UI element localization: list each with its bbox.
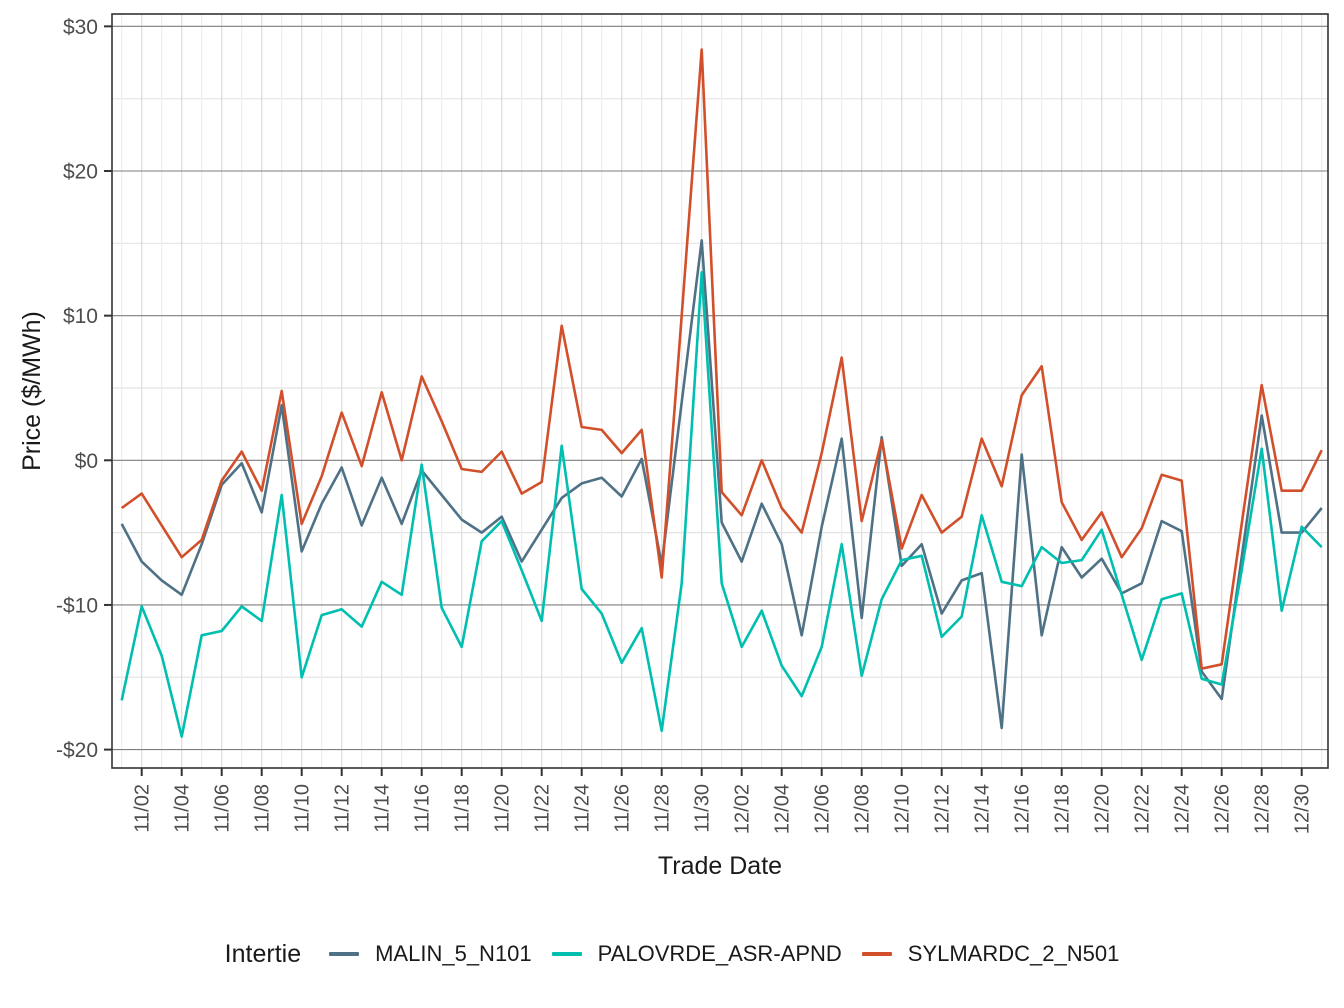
- x-tick-label: 12/16: [1012, 784, 1034, 834]
- y-tick-label: $30: [63, 16, 98, 39]
- x-tick-label: 12/10: [892, 784, 914, 834]
- x-tick-label: 12/28: [1252, 784, 1274, 834]
- x-tick-label: 12/18: [1052, 784, 1074, 834]
- x-tick-label: 12/20: [1092, 784, 1114, 834]
- x-tick-label: 12/14: [972, 784, 994, 834]
- x-tick-label: 12/02: [732, 784, 754, 834]
- x-tick-label: 11/12: [332, 784, 354, 833]
- sylmardc-line-key-icon: [861, 952, 892, 956]
- x-tick-label: 11/24: [572, 784, 594, 833]
- x-tick-label: 12/24: [1172, 784, 1194, 834]
- legend-title: Intertie: [224, 939, 302, 968]
- y-tick-label: $20: [63, 161, 98, 184]
- x-tick-label: 11/14: [372, 784, 394, 833]
- x-tick-label: 11/18: [452, 784, 474, 833]
- x-tick-label: 11/26: [612, 784, 634, 833]
- x-axis-tick-labels: 11/02 11/04 11/06 11/08 11/10 11/12 11/14 11/16…: [132, 784, 1314, 834]
- line-PALOVRDE_ASR-APND: [120, 270, 1323, 738]
- series-line-PALOVRDE_ASR-APND: [120, 270, 1323, 738]
- x-tick-label: 12/30: [1292, 784, 1314, 834]
- x-tick-label: 11/22: [532, 784, 554, 833]
- line-SYLMARDC_2_N501: [120, 48, 1323, 670]
- legend-label-malin: MALIN_5_N101: [375, 941, 532, 966]
- legend-entry-malin: MALIN_5_N101: [329, 941, 532, 967]
- y-tick-label: $0: [75, 450, 98, 473]
- legend-label-palovrde: PALOVRDE_ASR-APND: [597, 941, 842, 966]
- y-axis-tick-labels: $30 $20 $10 $0 -$10 -$20: [56, 16, 98, 762]
- y-axis-title: Price ($/MWh): [18, 311, 46, 471]
- h-major-gridlines: [112, 25, 1328, 751]
- y-tick-label: -$20: [56, 739, 98, 762]
- panel-border: [111, 13, 1329, 769]
- legend-label-sylmardc: SYLMARDC_2_N501: [907, 941, 1120, 966]
- x-tick-label: 11/16: [412, 784, 434, 833]
- x-tick-label: 12/12: [932, 784, 954, 834]
- axis-tick-marks: [104, 25, 1303, 776]
- x-tick-label: 12/26: [1212, 784, 1234, 834]
- x-tick-label: 11/08: [252, 784, 274, 833]
- x-tick-label: 12/08: [852, 784, 874, 834]
- x-tick-label: 12/22: [1132, 784, 1154, 834]
- h-minor-gridlines: [112, 98, 1328, 678]
- series-line-SYLMARDC_2_N501: [120, 48, 1323, 670]
- x-tick-label: 11/30: [692, 784, 714, 833]
- x-axis-title: Trade Date: [657, 852, 783, 880]
- x-tick-label: 11/04: [172, 784, 194, 833]
- x-tick-label: 11/10: [292, 784, 314, 833]
- malin-line-key-icon: [329, 952, 360, 956]
- palovrde-line-key-icon: [551, 952, 582, 956]
- x-tick-label: 11/28: [652, 784, 674, 833]
- x-tick-label: 11/20: [492, 784, 514, 833]
- y-tick-label: -$10: [56, 594, 98, 617]
- legend: Intertie MALIN_5_N101 PALOVRDE_ASR-APND …: [0, 936, 1344, 972]
- legend-entry-sylmardc: SYLMARDC_2_N501: [861, 941, 1120, 967]
- legend-entry-palovrde: PALOVRDE_ASR-APND: [551, 941, 842, 967]
- x-tick-label: 12/06: [812, 784, 834, 834]
- x-tick-label: 12/04: [772, 784, 794, 834]
- y-tick-label: $10: [63, 305, 98, 328]
- v-minor-gridlines: [121, 14, 1323, 768]
- x-tick-label: 11/06: [212, 784, 234, 833]
- x-tick-label: 11/02: [132, 784, 154, 833]
